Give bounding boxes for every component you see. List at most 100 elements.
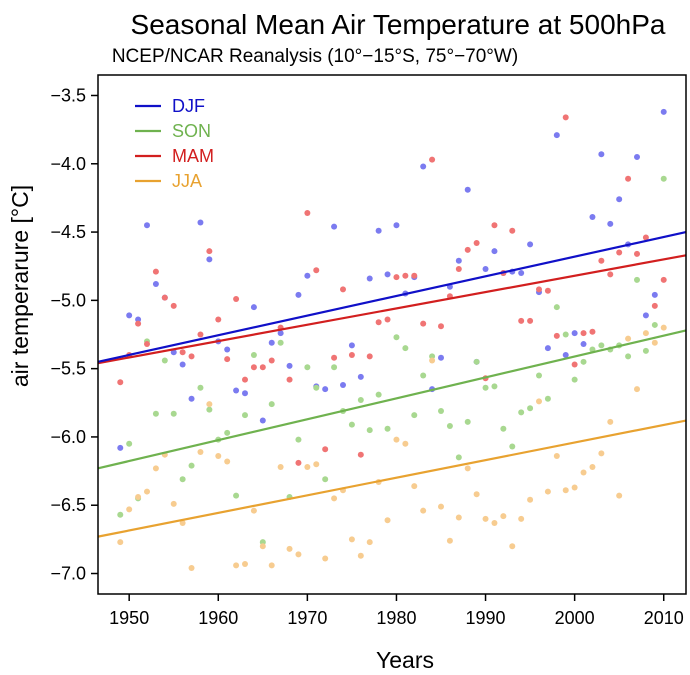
point-jja [464,465,471,472]
point-son [625,353,632,360]
point-son [357,397,364,404]
x-tick-label: 1980 [376,608,416,628]
point-jja [393,436,400,443]
point-djf [117,444,124,451]
point-jja [215,453,222,460]
point-jja [553,453,560,460]
point-jja [366,539,373,546]
point-djf [286,362,293,369]
trend-line-djf [97,230,687,363]
chart-title: Seasonal Mean Air Temperature at 500hPa [131,9,666,40]
point-son [322,476,329,483]
y-axis: −7.0 −6.5 −6.0 −5.5 −5.0 −4.5 −4.0 −3.5 [50,85,98,584]
point-djf [438,354,444,361]
point-son [188,462,195,469]
point-jja [313,461,320,468]
point-djf [598,151,605,158]
y-tick-label: −7.0 [50,564,86,584]
point-mam [553,332,560,339]
point-jja [206,401,213,408]
point-djf [455,257,462,264]
point-mam [411,272,418,279]
y-axis-label: air temperarure [°C] [7,185,33,387]
point-djf [357,373,364,380]
trend-line-jja [97,419,687,538]
point-djf [482,265,489,272]
point-jja [580,469,587,476]
point-mam [642,234,649,241]
point-jja [446,537,453,544]
y-tick-label: −4.5 [50,222,86,242]
point-jja [402,440,409,447]
point-djf [170,349,177,356]
point-djf [277,330,284,337]
point-mam [562,114,569,121]
point-jja [197,448,204,455]
point-djf [589,214,596,221]
point-djf [224,346,231,353]
point-jja [660,324,667,331]
point-jja [518,515,525,522]
point-jja [304,463,311,470]
point-mam [259,364,266,371]
point-son [384,425,391,432]
chart-subtitle: NCEP/NCAR Reanalysis (10°−15°S, 75°−70°W… [112,46,518,67]
x-axis: 1950 1960 1970 1980 1990 2000 2010 [109,594,684,628]
point-jja [509,543,516,550]
point-jja [411,483,418,490]
point-jja [135,494,142,501]
point-mam [518,317,525,324]
point-son [402,345,409,352]
point-mam [357,451,364,458]
point-djf [464,186,471,193]
point-son [250,351,257,358]
point-mam [348,351,355,358]
point-son [117,511,124,518]
point-djf [259,417,266,424]
legend-label-son: SON [172,121,211,141]
point-djf [375,227,382,234]
point-mam [179,349,186,356]
point-mam [491,222,498,229]
point-djf [651,291,658,298]
point-son [536,372,542,379]
point-mam [429,156,436,163]
x-axis-label: Years [376,647,434,673]
point-djf [553,132,560,139]
point-mam [331,354,338,361]
point-djf [562,351,569,358]
point-jja [438,503,444,510]
point-son [197,384,204,391]
point-jja [571,484,578,491]
point-son [242,412,248,419]
point-djf [242,390,248,397]
point-mam [464,246,471,253]
point-son [553,304,560,311]
point-son [411,412,418,419]
point-mam [170,302,177,309]
point-son [233,492,240,499]
point-son [446,423,453,430]
y-tick-label: −4.0 [50,154,86,174]
x-tick-label: 2010 [644,608,684,628]
point-mam [340,286,346,293]
point-son [518,409,525,416]
point-jja [455,514,462,521]
point-jja [536,398,542,405]
trend-line-son [97,329,687,470]
point-son [295,436,302,443]
point-jja [642,330,649,337]
point-mam [224,356,231,363]
point-djf [366,275,373,282]
x-tick-label: 1990 [466,608,506,628]
legend: DJF SON MAM JJA [135,96,214,191]
point-mam [616,249,623,256]
point-jja [224,458,231,465]
point-mam [250,364,257,371]
point-jja [607,418,614,425]
point-mam [455,265,462,272]
point-jja [295,551,302,558]
point-son [455,454,462,461]
point-jja [491,519,498,526]
point-mam [536,286,542,293]
